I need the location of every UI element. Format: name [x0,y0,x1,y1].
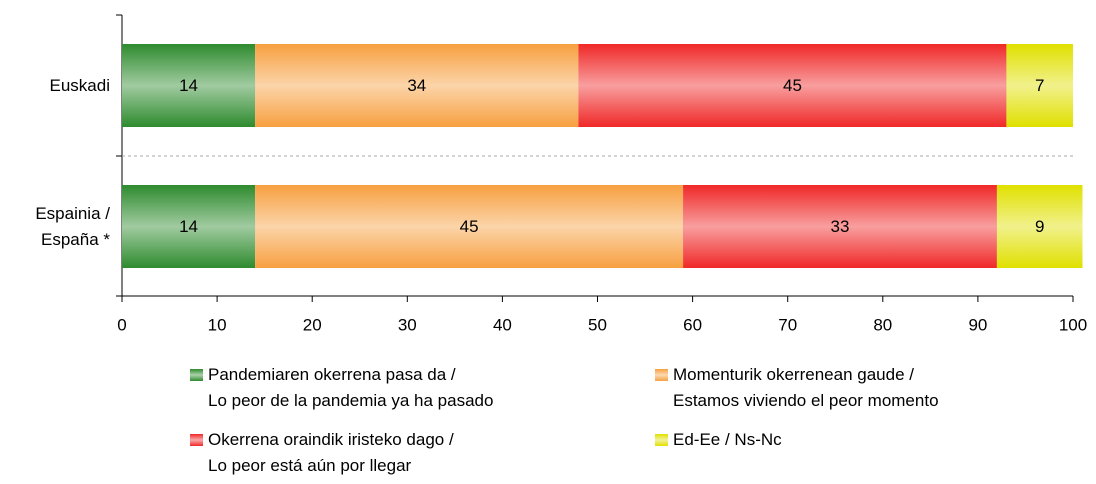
legend-swatch [655,434,668,446]
x-tick-label: 90 [968,315,987,334]
x-tick-label: 80 [873,315,892,334]
x-tick-label: 0 [117,315,126,334]
data-label: 33 [831,217,850,236]
bar-shine [1006,44,1073,127]
data-label: 45 [460,217,479,236]
legend-swatch [655,369,668,381]
data-label: 14 [179,217,198,236]
x-tick-label: 70 [778,315,797,334]
x-tick-label: 30 [398,315,417,334]
x-tick-label: 60 [683,315,702,334]
x-tick-label: 20 [303,315,322,334]
bar-shine [122,44,256,127]
data-label: 9 [1035,217,1044,236]
bar-shine [255,44,579,127]
bar-shine [255,185,684,268]
legend-entry: Momenturik okerrenean gaude / Estamos vi… [655,362,939,414]
legend-entry: Pandemiaren okerrena pasa da / Lo peor d… [190,362,493,414]
x-tick-label: 10 [208,315,227,334]
bar-shine [122,185,256,268]
data-label: 14 [179,76,198,95]
legend-entry: Ed-Ee / Ns-Nc [655,427,782,453]
x-tick-label: 40 [493,315,512,334]
legend-swatch [190,434,203,446]
x-tick-label: 100 [1059,315,1087,334]
legend-swatch [190,369,203,381]
y-tick-label: Euskadi [49,75,110,95]
data-label: 34 [407,76,426,95]
bar-shine [578,44,1007,127]
y-tick-label: Espainia / España * [35,203,110,249]
x-tick-label: 50 [588,315,607,334]
bar-shine [996,185,1083,268]
data-label: 45 [783,76,802,95]
bar-shine [683,185,997,268]
data-label: 7 [1035,76,1044,95]
legend-entry: Okerrena oraindik iristeko dago / Lo peo… [190,427,454,479]
